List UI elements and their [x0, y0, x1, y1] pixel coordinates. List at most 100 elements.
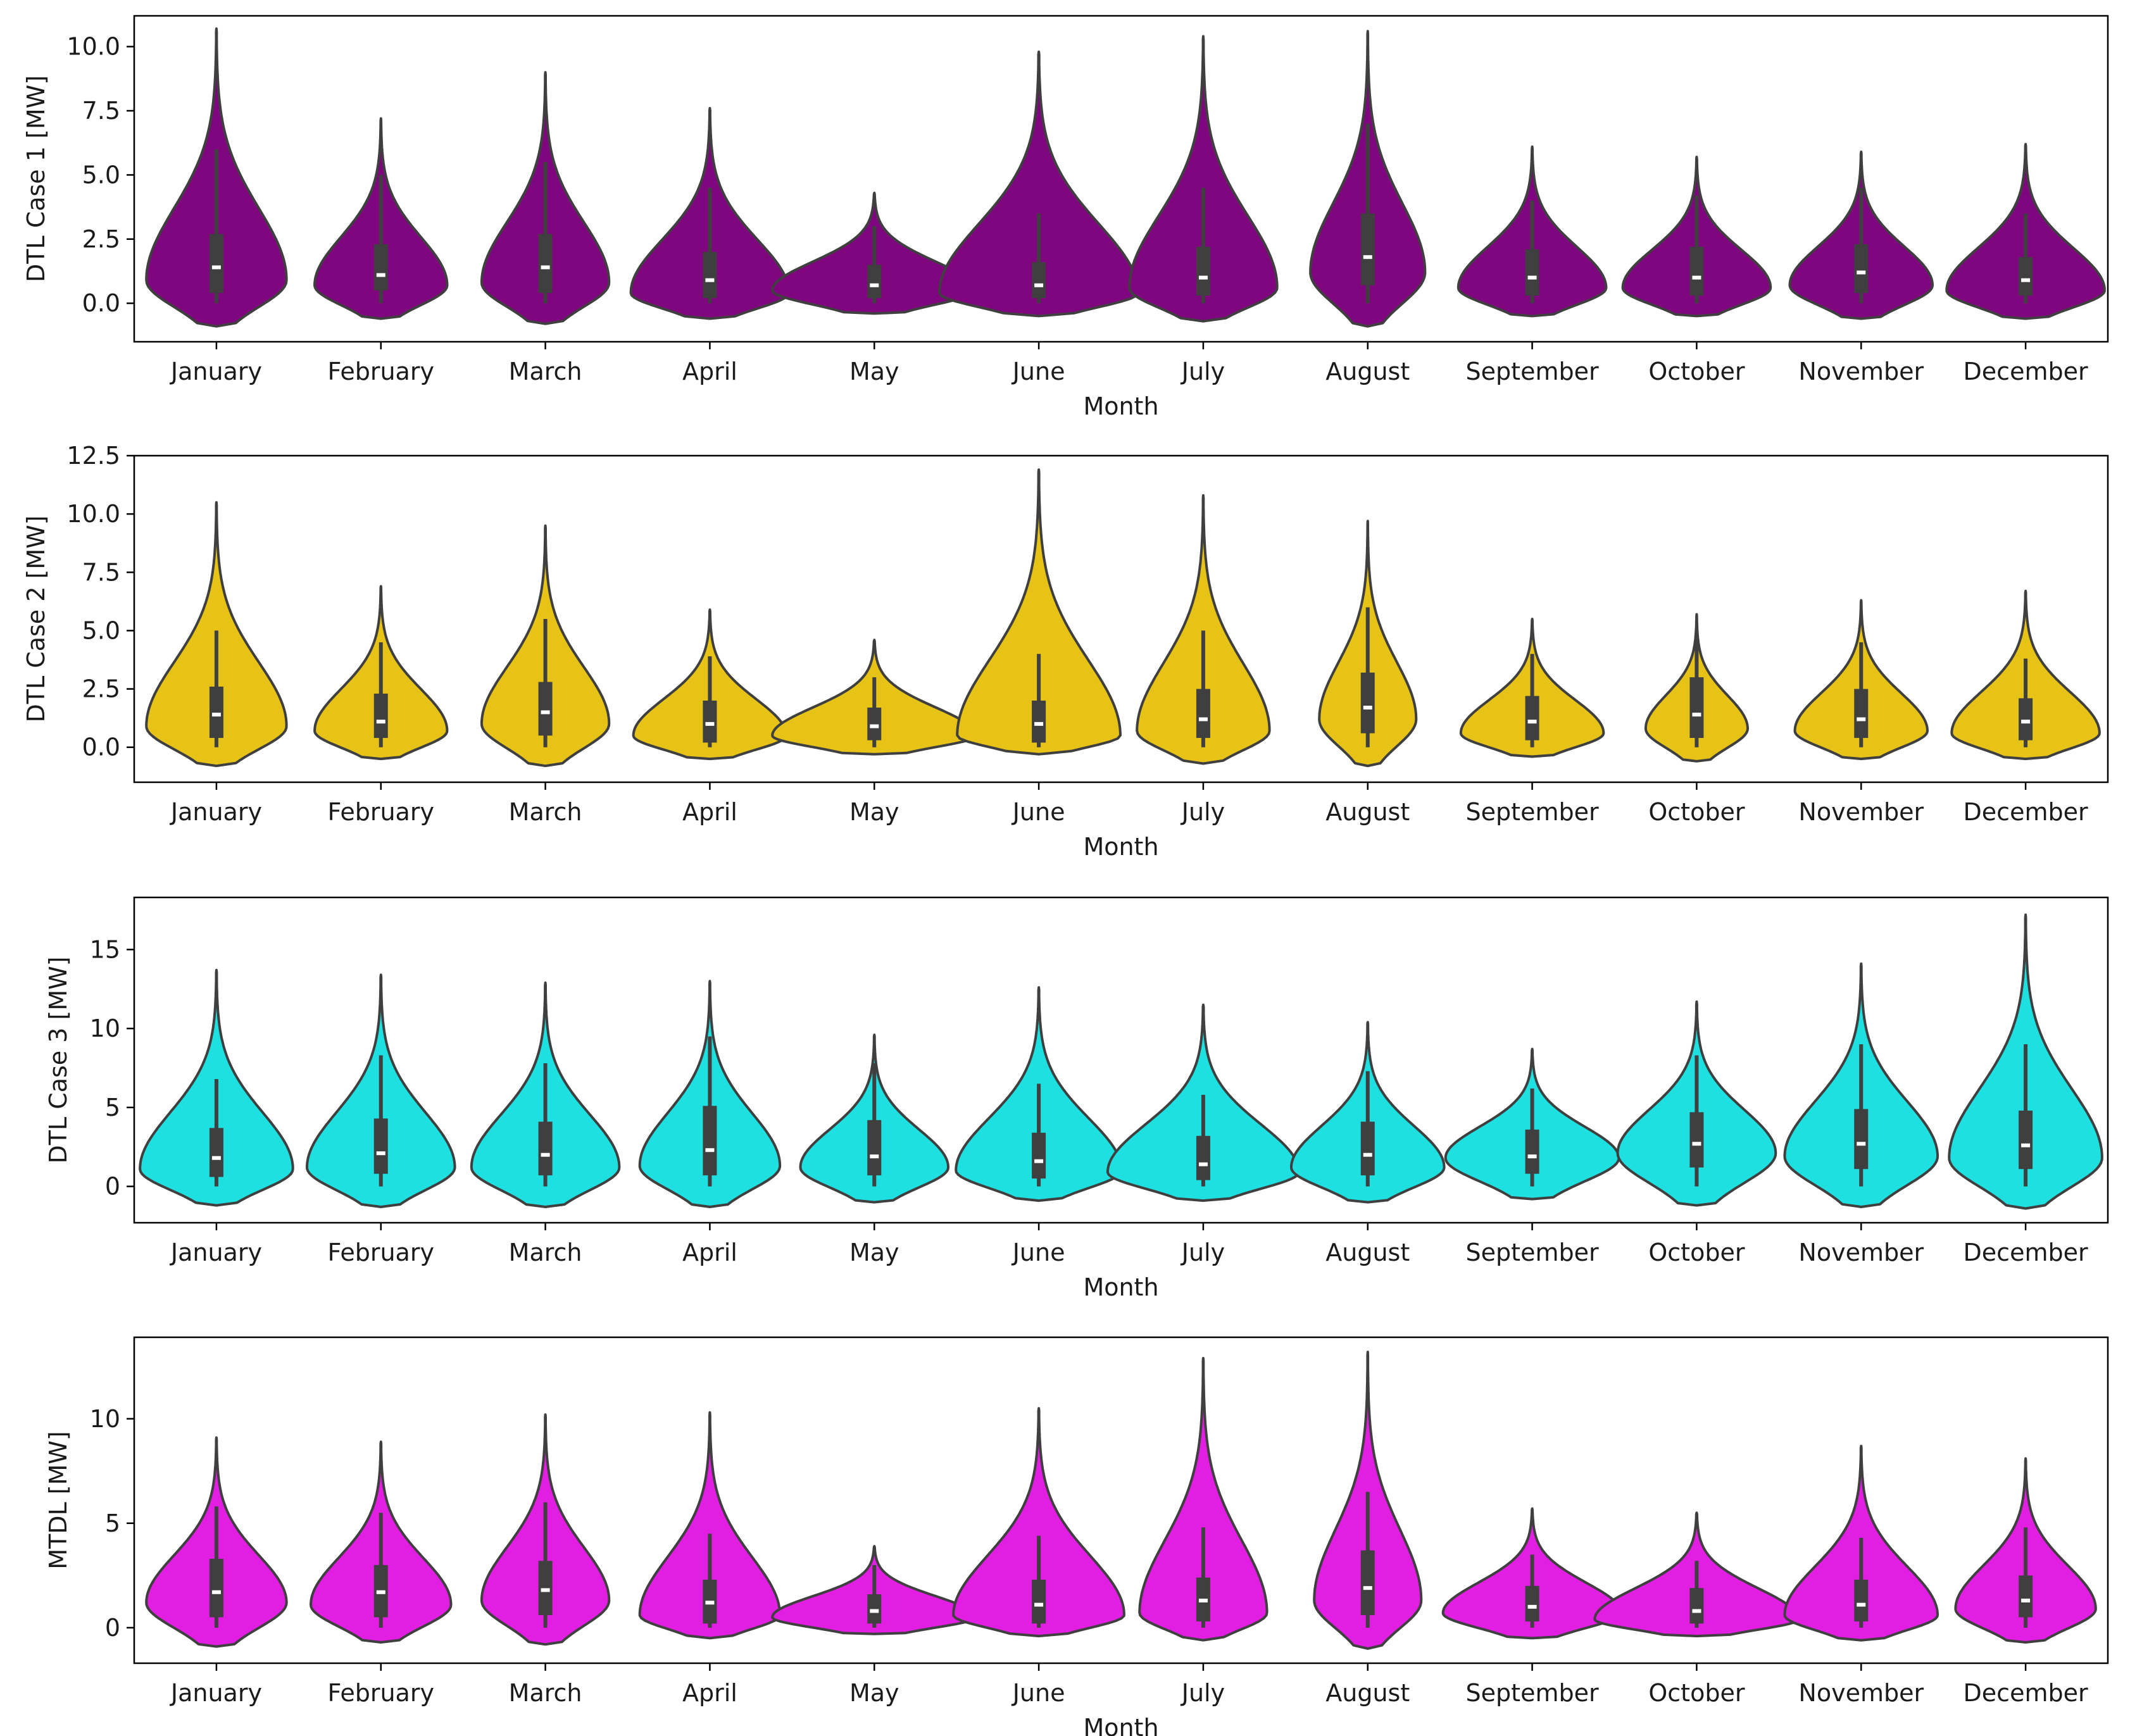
y-tick-label: 7.5 [82, 97, 120, 125]
median-marker-july [1198, 717, 1208, 721]
x-tick-label: June [1012, 1679, 1065, 1707]
x-tick-label: November [1798, 798, 1924, 826]
y-tick-label: 5.0 [82, 161, 120, 189]
iqr-box-september [1525, 696, 1539, 740]
x-tick-label: June [1012, 798, 1065, 826]
chart-panel-1: 0.0 2.5 5.0 7.5 10.0 January February March Apri… [22, 15, 2109, 420]
y-axis-label: DTL Case 3 [MW] [44, 956, 72, 1163]
iqr-box-september [1525, 1585, 1539, 1621]
iqr-box-september [1525, 249, 1539, 296]
iqr-box-february [373, 1118, 388, 1174]
x-tick-label: July [1181, 1239, 1225, 1266]
median-marker-december [2021, 278, 2031, 282]
x-tick-label: March [509, 358, 582, 385]
x-tick-label: April [682, 798, 737, 826]
x-tick-label: October [1648, 798, 1745, 826]
median-marker-december [2021, 1598, 2031, 1602]
median-marker-september [1527, 1154, 1537, 1159]
x-tick-label: February [328, 798, 434, 826]
iqr-box-january [209, 234, 223, 293]
iqr-box-august [1360, 213, 1375, 285]
iqr-box-march [538, 1561, 553, 1616]
median-marker-february [376, 1151, 385, 1156]
x-tick-label: December [1964, 798, 2088, 826]
median-marker-june [1034, 1159, 1044, 1163]
x-axis-label: Month [1083, 1273, 1158, 1301]
x-tick-label: February [328, 1679, 434, 1707]
chart-panel-3: 0 5 10 15 January February March April May June Ju… [44, 896, 2109, 1301]
x-tick-label: August [1325, 358, 1410, 385]
x-tick-label: September [1466, 1679, 1599, 1707]
x-tick-label: March [509, 1239, 582, 1266]
iqr-box-november [1854, 1109, 1869, 1170]
median-marker-february [376, 1590, 385, 1594]
iqr-box-june [1032, 1579, 1046, 1624]
iqr-box-february [373, 244, 388, 290]
iqr-box-april [703, 701, 717, 743]
x-tick-label: December [1964, 1679, 2088, 1707]
x-tick-label: December [1964, 1239, 2088, 1266]
x-tick-label: August [1325, 798, 1410, 826]
y-tick-label: 2.5 [82, 675, 120, 703]
median-marker-january [211, 1590, 221, 1594]
x-tick-label: October [1648, 358, 1745, 385]
iqr-box-december [2019, 698, 2033, 740]
iqr-box-december [2019, 257, 2033, 296]
x-tick-label: February [328, 1239, 434, 1266]
median-marker-may [870, 724, 879, 728]
median-marker-june [1034, 1602, 1044, 1607]
iqr-box-july [1196, 689, 1210, 738]
median-marker-august [1363, 1586, 1372, 1590]
chart-panel-4: 0 5 10 January February March April May June July… [44, 1336, 2109, 1736]
x-tick-label: August [1325, 1679, 1410, 1707]
axes-frame [133, 1336, 2109, 1664]
iqr-box-july [1196, 246, 1210, 296]
iqr-box-january [209, 1558, 223, 1618]
iqr-box-october [1689, 1588, 1704, 1624]
median-marker-november [1857, 717, 1866, 721]
median-marker-may [870, 1154, 879, 1159]
y-tick-label: 5.0 [82, 616, 120, 644]
x-tick-label: November [1798, 358, 1924, 385]
y-tick-label: 10.0 [66, 33, 120, 61]
x-tick-label: September [1466, 1239, 1599, 1266]
axes-frame [133, 896, 2109, 1224]
median-marker-march [541, 710, 550, 715]
iqr-box-march [538, 682, 553, 736]
iqr-box-march [538, 1121, 553, 1176]
iqr-box-december [2019, 1110, 2033, 1170]
x-tick-label: May [849, 358, 899, 385]
median-marker-july [1198, 275, 1208, 280]
median-marker-october [1692, 275, 1701, 280]
violin-july [1138, 1357, 1269, 1642]
x-tick-label: May [849, 1239, 899, 1266]
y-tick-label: 10 [90, 1405, 120, 1433]
iqr-box-april [703, 1106, 717, 1176]
iqr-box-july [1196, 1135, 1210, 1180]
iqr-box-may [867, 1120, 882, 1176]
median-marker-july [1198, 1162, 1208, 1166]
violin-july [1128, 35, 1279, 323]
y-tick-label: 5 [105, 1094, 120, 1121]
median-marker-november [1857, 1142, 1866, 1146]
x-axis-label: Month [1083, 833, 1158, 861]
iqr-box-march [538, 234, 553, 293]
x-tick-label: October [1648, 1679, 1745, 1707]
violin-april [638, 1411, 782, 1640]
x-tick-label: April [682, 1679, 737, 1707]
y-tick-label: 0 [105, 1173, 120, 1201]
iqr-box-april [703, 252, 717, 299]
iqr-box-january [209, 686, 223, 738]
median-marker-december [2021, 1143, 2031, 1147]
median-marker-june [1034, 721, 1044, 726]
iqr-box-february [373, 693, 388, 738]
y-tick-label: 12.5 [66, 442, 120, 470]
iqr-box-august [1360, 1550, 1375, 1616]
violin-july [1136, 494, 1271, 765]
median-marker-november [1857, 1602, 1866, 1607]
median-marker-april [705, 278, 715, 282]
x-tick-label: June [1012, 358, 1065, 385]
median-marker-january [211, 1156, 221, 1160]
median-marker-april [705, 1601, 715, 1605]
median-marker-april [705, 721, 715, 726]
